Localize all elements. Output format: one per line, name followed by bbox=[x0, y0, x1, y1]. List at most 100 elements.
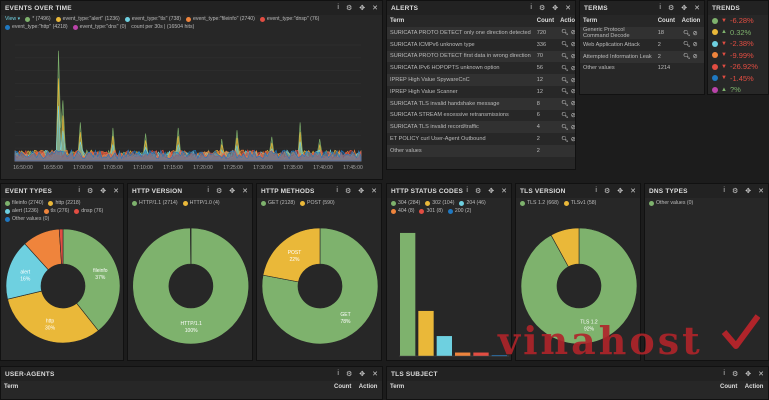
filter-out-icon[interactable]: ⊘ bbox=[571, 101, 575, 107]
legend-item[interactable]: fileinfo (2740) bbox=[5, 200, 43, 206]
zoom-in-icon[interactable]: 🔍︎ bbox=[561, 30, 571, 37]
legend-item[interactable]: 404 (8) bbox=[391, 208, 414, 214]
zoom-in-icon[interactable]: 🔍︎ bbox=[683, 54, 693, 61]
filter-out-icon[interactable]: ⊘ bbox=[571, 137, 575, 143]
gear-icon[interactable]: ⚙ bbox=[667, 5, 675, 12]
close-icon[interactable]: ✕ bbox=[372, 371, 378, 378]
zoom-in-icon[interactable]: 🔍︎ bbox=[561, 124, 571, 131]
move-icon[interactable]: ✥ bbox=[358, 188, 365, 195]
legend-item[interactable]: event_type:"fileinfo" (2740) bbox=[185, 16, 255, 22]
info-icon[interactable]: i bbox=[207, 187, 209, 194]
gear-icon[interactable]: ⚙ bbox=[731, 371, 739, 378]
zoom-in-icon[interactable]: 🔍︎ bbox=[561, 53, 571, 60]
info-icon[interactable]: i bbox=[337, 4, 339, 11]
move-icon[interactable]: ✥ bbox=[488, 188, 495, 195]
legend-item[interactable]: http (2218) bbox=[48, 200, 81, 206]
legend-item[interactable]: event_type:"tls" (738) bbox=[124, 16, 181, 22]
close-icon[interactable]: ✕ bbox=[565, 5, 571, 12]
info-icon[interactable]: i bbox=[337, 370, 339, 377]
legend-item[interactable]: tls (276) bbox=[43, 208, 69, 214]
close-icon[interactable]: ✕ bbox=[113, 188, 119, 195]
table-row[interactable]: ET POLICY curl User-Agent Outbound 2 🔍︎⊘ bbox=[387, 133, 575, 145]
info-icon[interactable]: i bbox=[78, 187, 80, 194]
table-row[interactable]: IPREP High Value Scanner 12 🔍︎⊘ bbox=[387, 86, 575, 98]
legend-item[interactable]: 304 (284) bbox=[391, 200, 420, 206]
info-icon[interactable]: i bbox=[530, 4, 532, 11]
legend-item[interactable]: GET (2128) bbox=[261, 200, 295, 206]
legend-item[interactable]: event_type:"dnsp" (76) bbox=[259, 16, 319, 22]
legend-item[interactable]: Other values (0) bbox=[5, 216, 49, 222]
legend-item[interactable]: dnsp (76) bbox=[74, 208, 103, 214]
legend-item[interactable]: 204 (46) bbox=[459, 200, 486, 206]
gear-icon[interactable]: ⚙ bbox=[538, 5, 546, 12]
zoom-in-icon[interactable]: 🔍︎ bbox=[561, 136, 571, 143]
zoom-in-icon[interactable]: 🔍︎ bbox=[683, 42, 693, 49]
close-icon[interactable]: ✕ bbox=[371, 188, 377, 195]
zoom-in-icon[interactable]: 🔍︎ bbox=[561, 42, 571, 49]
table-row[interactable]: Other values 2 bbox=[387, 144, 575, 157]
info-icon[interactable]: i bbox=[336, 187, 338, 194]
zoom-in-icon[interactable]: 🔍︎ bbox=[683, 30, 693, 37]
gear-icon[interactable]: ⚙ bbox=[215, 188, 223, 195]
table-row[interactable]: SURICATA ICMPv6 unknown type 336 🔍︎⊘ bbox=[387, 39, 575, 51]
legend-item[interactable]: TLS 1.2 (668) bbox=[520, 200, 559, 206]
gear-icon[interactable]: ⚙ bbox=[731, 188, 739, 195]
move-icon[interactable]: ✥ bbox=[745, 371, 752, 378]
filter-out-icon[interactable]: ⊘ bbox=[571, 113, 575, 119]
info-icon[interactable]: i bbox=[723, 370, 725, 377]
info-icon[interactable]: i bbox=[659, 4, 661, 11]
info-icon[interactable]: i bbox=[723, 187, 725, 194]
zoom-in-icon[interactable]: 🔍︎ bbox=[561, 112, 571, 119]
legend-item[interactable]: event_type:"alert" (1236) bbox=[55, 16, 120, 22]
filter-out-icon[interactable]: ⊘ bbox=[692, 30, 700, 37]
close-icon[interactable]: ✕ bbox=[501, 188, 507, 195]
legend-item[interactable]: event_type:"dns" (0) bbox=[72, 24, 126, 30]
zoom-in-icon[interactable]: 🔍︎ bbox=[561, 65, 571, 72]
filter-out-icon[interactable]: ⊘ bbox=[692, 42, 700, 49]
table-row[interactable]: Web Application Attack 2 🔍︎⊘ bbox=[580, 39, 704, 51]
column-header-term[interactable]: Term bbox=[390, 384, 405, 390]
legend-item[interactable]: * (7496) bbox=[25, 16, 51, 22]
filter-out-icon[interactable]: ⊘ bbox=[571, 89, 575, 95]
legend-item[interactable]: 301 (8) bbox=[419, 208, 443, 214]
legend-item[interactable]: alert (1236) bbox=[5, 208, 39, 214]
close-icon[interactable]: ✕ bbox=[242, 188, 248, 195]
table-row[interactable]: SURICATA TLS invalid handshake message 8 🔍… bbox=[387, 97, 575, 110]
move-icon[interactable]: ✥ bbox=[552, 5, 559, 12]
filter-out-icon[interactable]: ⊘ bbox=[571, 125, 575, 131]
gear-icon[interactable]: ⚙ bbox=[603, 188, 611, 195]
filter-out-icon[interactable]: ⊘ bbox=[571, 30, 575, 36]
zoom-in-icon[interactable]: 🔍︎ bbox=[561, 77, 571, 84]
gear-icon[interactable]: ⚙ bbox=[345, 5, 353, 12]
column-header-term[interactable]: Term bbox=[390, 18, 405, 24]
move-icon[interactable]: ✥ bbox=[617, 188, 624, 195]
legend-item[interactable]: POST (590) bbox=[300, 200, 335, 206]
filter-out-icon[interactable]: ⊘ bbox=[571, 42, 575, 48]
legend-item[interactable]: TLSv1 (58) bbox=[563, 200, 596, 206]
close-icon[interactable]: ✕ bbox=[694, 5, 700, 12]
gear-icon[interactable]: ⚙ bbox=[474, 188, 482, 195]
column-header-term[interactable]: Term bbox=[4, 384, 19, 390]
gear-icon[interactable]: ⚙ bbox=[344, 188, 352, 195]
filter-out-icon[interactable]: ⊘ bbox=[571, 78, 575, 84]
table-row[interactable]: SURICATA IPv6 HOPOPTS unknown option 56 🔍︎… bbox=[387, 62, 575, 74]
filter-out-icon[interactable]: ⊘ bbox=[692, 54, 700, 61]
column-header-count[interactable]: Count bbox=[334, 384, 352, 390]
move-icon[interactable]: ✥ bbox=[359, 5, 366, 12]
zoom-in-icon[interactable]: 🔍︎ bbox=[561, 89, 571, 96]
close-icon[interactable]: ✕ bbox=[758, 188, 764, 195]
legend-item[interactable]: Other values (0) bbox=[649, 200, 693, 206]
close-icon[interactable]: ✕ bbox=[758, 371, 764, 378]
move-icon[interactable]: ✥ bbox=[745, 188, 752, 195]
legend-item[interactable]: event_type:"http" (4218) bbox=[5, 24, 68, 30]
move-icon[interactable]: ✥ bbox=[359, 371, 366, 378]
table-row[interactable]: SURICATA PROTO DETECT first data in wron… bbox=[387, 50, 575, 63]
table-row[interactable]: Attempted Information Leak 2 🔍︎⊘ bbox=[580, 50, 704, 63]
info-icon[interactable]: i bbox=[595, 187, 597, 194]
move-icon[interactable]: ✥ bbox=[681, 5, 688, 12]
view-dropdown[interactable]: View ▾ bbox=[5, 16, 21, 22]
table-row[interactable]: SURICATA PROTO DETECT only one direction… bbox=[387, 27, 575, 39]
column-header-term[interactable]: Term bbox=[583, 18, 598, 24]
